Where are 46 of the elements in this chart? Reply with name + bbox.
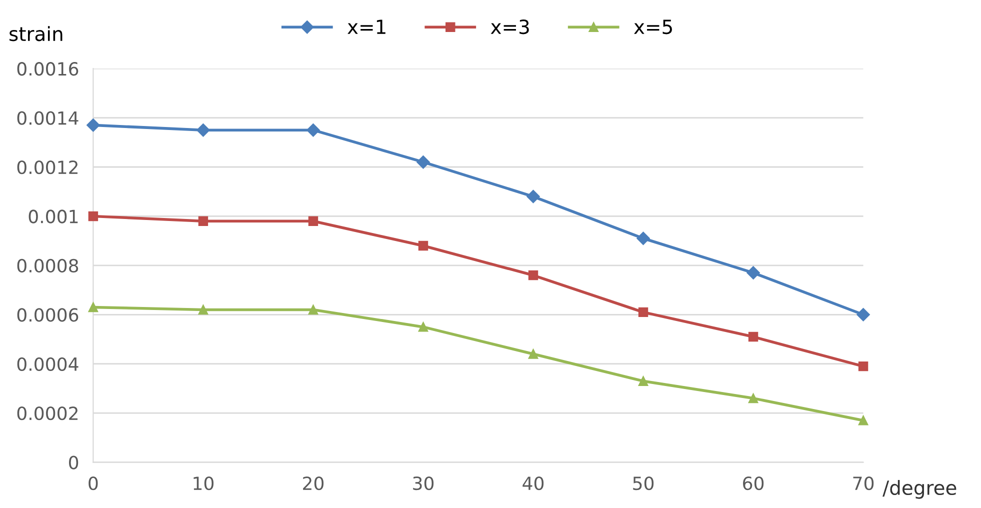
point: [526, 190, 540, 204]
point: [306, 124, 320, 137]
point: [308, 304, 318, 315]
point: [86, 118, 100, 132]
y-tick-label: 0.0006: [17, 308, 78, 322]
point: [88, 211, 98, 222]
y-tick-label: 0.0008: [17, 258, 78, 273]
point: [748, 393, 758, 404]
point: [196, 124, 210, 137]
y-tick-label: 0.0002: [17, 406, 78, 420]
legend-label: x=5: [634, 20, 672, 34]
y-tick-label: 0.0014: [17, 111, 78, 125]
x-tick-label: 0: [88, 476, 98, 490]
y-tick-label: 0.001: [28, 210, 78, 224]
y-tick-label: 0.0004: [17, 357, 78, 371]
y-tick-label: 0.0012: [17, 160, 78, 174]
point: [746, 266, 760, 280]
point: [416, 155, 430, 169]
legend-label: x=3: [490, 19, 529, 34]
point: [636, 232, 650, 245]
point: [638, 376, 648, 386]
y-tick-label: 0: [69, 456, 78, 470]
point: [858, 361, 868, 372]
point: [528, 270, 538, 280]
point: [638, 307, 648, 318]
point: [858, 416, 868, 426]
point: [418, 240, 428, 251]
point: [198, 304, 208, 315]
y-axis-title: strain: [10, 26, 62, 42]
x-tick-label: 70: [853, 476, 874, 490]
x-tick-label: 60: [743, 476, 764, 490]
y-tick-label: 0.0016: [17, 62, 78, 76]
legend-label: x=1: [348, 20, 386, 34]
point: [748, 332, 758, 342]
point: [308, 216, 318, 226]
point: [856, 308, 870, 322]
x-tick-label: 40: [522, 476, 544, 490]
point: [88, 302, 98, 312]
point: [198, 216, 208, 226]
point: [528, 349, 538, 359]
x-tick-label: 10: [194, 476, 214, 490]
x-tick-label: 50: [633, 476, 654, 490]
x-tick-label: 20: [303, 476, 324, 490]
x-axis-title: /degree: [882, 480, 956, 499]
x-tick-label: 30: [413, 476, 434, 490]
point: [418, 322, 428, 332]
